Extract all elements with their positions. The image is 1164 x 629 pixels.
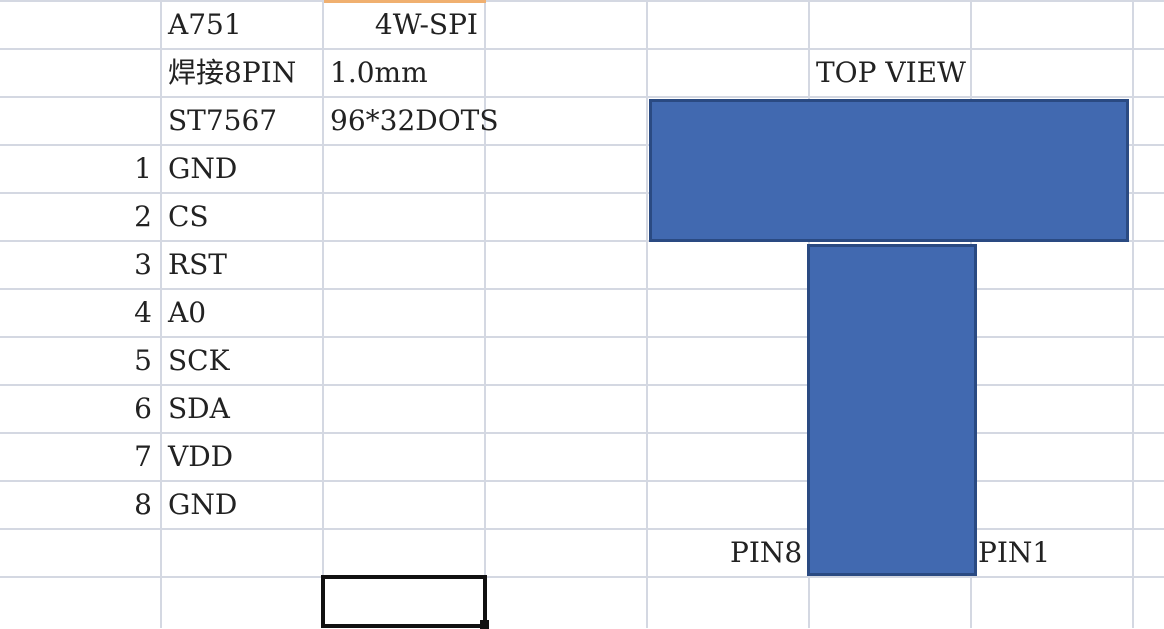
display-panel-shape[interactable] <box>649 99 1129 242</box>
pin-name[interactable]: GND <box>168 152 238 185</box>
pin-number[interactable]: 2 <box>134 200 152 233</box>
pin8-label: PIN8 <box>730 536 803 569</box>
active-cell-selection[interactable] <box>321 575 487 628</box>
pin-number[interactable]: 8 <box>134 488 152 521</box>
pin-name[interactable]: SDA <box>168 392 230 425</box>
pin-number[interactable]: 5 <box>134 344 152 377</box>
pin-number[interactable]: 6 <box>134 392 152 425</box>
fill-handle[interactable] <box>480 620 489 629</box>
column-header-highlight <box>324 0 486 3</box>
top-view-label: TOP VIEW <box>816 56 966 89</box>
pin-name[interactable]: SCK <box>168 344 230 377</box>
pin-number[interactable]: 4 <box>134 296 152 329</box>
pin-number[interactable]: 1 <box>134 152 152 185</box>
pin-name[interactable]: VDD <box>168 440 234 473</box>
cell-controller[interactable]: ST7567 <box>168 104 278 137</box>
cell-model[interactable]: A751 <box>168 8 242 41</box>
pin-name[interactable]: A0 <box>168 296 207 329</box>
pin-name[interactable]: CS <box>168 200 209 233</box>
pin1-label: PIN1 <box>978 536 1051 569</box>
fpc-tail-shape[interactable] <box>807 244 977 576</box>
pin-number[interactable]: 3 <box>134 248 152 281</box>
cell-pitch[interactable]: 1.0mm <box>330 56 428 89</box>
pin-number[interactable]: 7 <box>134 440 152 473</box>
pin-name[interactable]: GND <box>168 488 238 521</box>
cell-resolution[interactable]: 96*32DOTS <box>330 104 499 137</box>
pin-name[interactable]: RST <box>168 248 227 281</box>
cell-interface[interactable]: 4W-SPI <box>374 8 478 41</box>
cell-connection[interactable]: 焊接8PIN <box>168 56 297 89</box>
